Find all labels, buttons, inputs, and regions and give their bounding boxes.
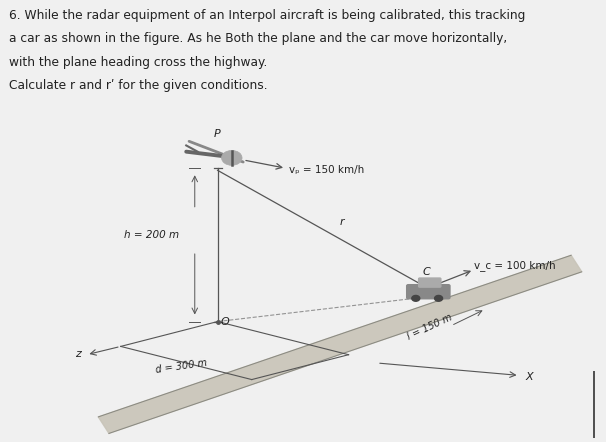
Text: z: z	[75, 349, 81, 359]
FancyBboxPatch shape	[407, 285, 450, 299]
Text: v_c = 100 km/h: v_c = 100 km/h	[474, 260, 556, 271]
Circle shape	[222, 150, 242, 165]
Text: 6. While the radar equipment of an Interpol aircraft is being calibrated, this t: 6. While the radar equipment of an Inter…	[9, 9, 525, 22]
Text: X: X	[525, 372, 533, 381]
Text: with the plane heading cross the highway.: with the plane heading cross the highway…	[9, 56, 267, 69]
Text: h = 200 m: h = 200 m	[124, 229, 179, 240]
Text: P: P	[214, 129, 221, 139]
Circle shape	[435, 295, 442, 301]
Text: l = 150 m: l = 150 m	[405, 312, 454, 342]
Text: a car as shown in the figure. As he Both the plane and the car move horizontally: a car as shown in the figure. As he Both…	[9, 32, 507, 45]
Text: d = 300 m: d = 300 m	[155, 358, 208, 375]
Text: C: C	[422, 267, 430, 277]
Text: Calculate r and rʹ for the given conditions.: Calculate r and rʹ for the given conditi…	[9, 79, 268, 92]
Text: vₚ = 150 km/h: vₚ = 150 km/h	[289, 165, 364, 175]
Circle shape	[412, 295, 420, 301]
Text: O: O	[221, 317, 229, 327]
FancyBboxPatch shape	[419, 278, 441, 287]
Text: r: r	[340, 217, 345, 227]
Polygon shape	[98, 255, 582, 434]
